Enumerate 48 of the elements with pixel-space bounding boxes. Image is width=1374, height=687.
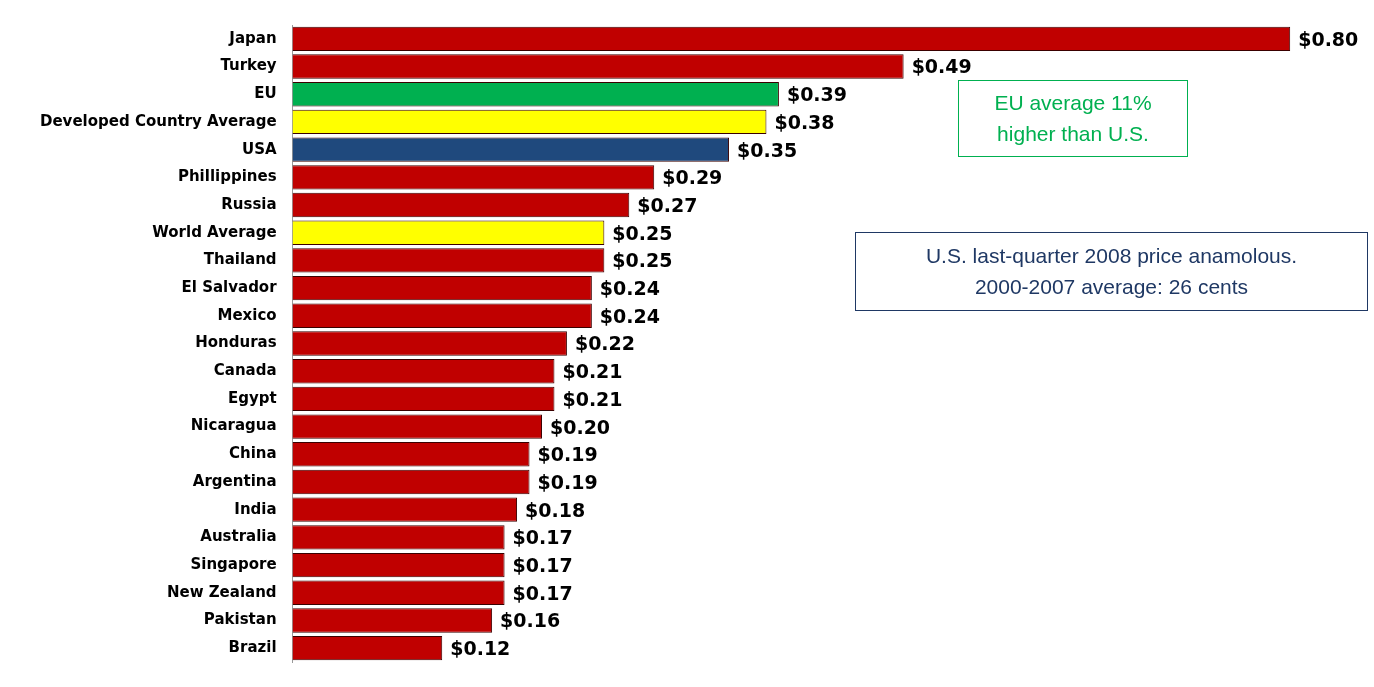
data-label: $0.21 [562,360,623,383]
y-tick-label: Mexico [217,305,277,324]
y-tick-label: India [234,499,277,518]
y-tick-label: Australia [200,527,277,546]
data-label: $0.25 [612,249,673,272]
data-label: $0.80 [1298,27,1359,50]
y-tick-label: Pakistan [203,610,277,629]
text-box: U.S. last-quarter 2008 price anamolous. 2000-2007 average: 26 cents [855,232,1368,311]
y-tick-label: Honduras [195,333,277,352]
data-label: $0.17 [512,554,573,576]
data-label: $0.49 [911,55,972,78]
data-label: $0.17 [512,581,573,604]
y-tick-label: El Salvador [181,278,278,296]
data-label: $0.29 [662,166,723,189]
y-tick-label: Egypt [227,388,277,407]
y-tick-label: EU [254,84,277,103]
y-tick-label: USA [241,139,277,158]
y-tick-label: Nicaragua [190,416,277,435]
y-tick-label: New Zealand [166,582,277,601]
y-tick-label: Brazil [228,638,277,657]
data-label: $0.38 [774,110,835,133]
y-tick-label: World Average [152,222,277,241]
y-tick-label: Russia [221,194,277,213]
data-label: $0.27 [637,193,698,216]
data-label: $0.19 [537,443,598,466]
y-tick-label: Phillippines [177,167,277,186]
data-label: $0.16 [500,609,561,632]
y-tick-label: Japan [228,28,277,47]
data-label: $0.35 [737,138,798,161]
data-label: $0.39 [786,83,848,106]
data-label: $0.25 [612,221,673,244]
y-tick-label: Singapore [190,554,277,573]
text-box: EU average 11% higher than U.S. [958,80,1188,157]
data-label: $0.17 [512,526,573,549]
y-tick-label: Thailand [203,250,277,269]
y-tick-label: Turkey [220,56,277,75]
y-tick-label: China [228,444,277,463]
data-label: $0.22 [574,332,636,355]
data-label: $0.18 [525,498,586,521]
data-label: $0.24 [599,304,660,327]
data-label: $0.20 [549,415,611,438]
data-label: $0.21 [562,387,623,410]
data-label: $0.12 [450,637,511,660]
y-tick-label: Argentina [192,471,277,490]
data-label: $0.24 [599,277,660,300]
data-label: $0.19 [537,470,598,493]
y-tick-label: Canada [213,361,277,380]
y-tick-label: Developed Country Average [39,111,277,130]
